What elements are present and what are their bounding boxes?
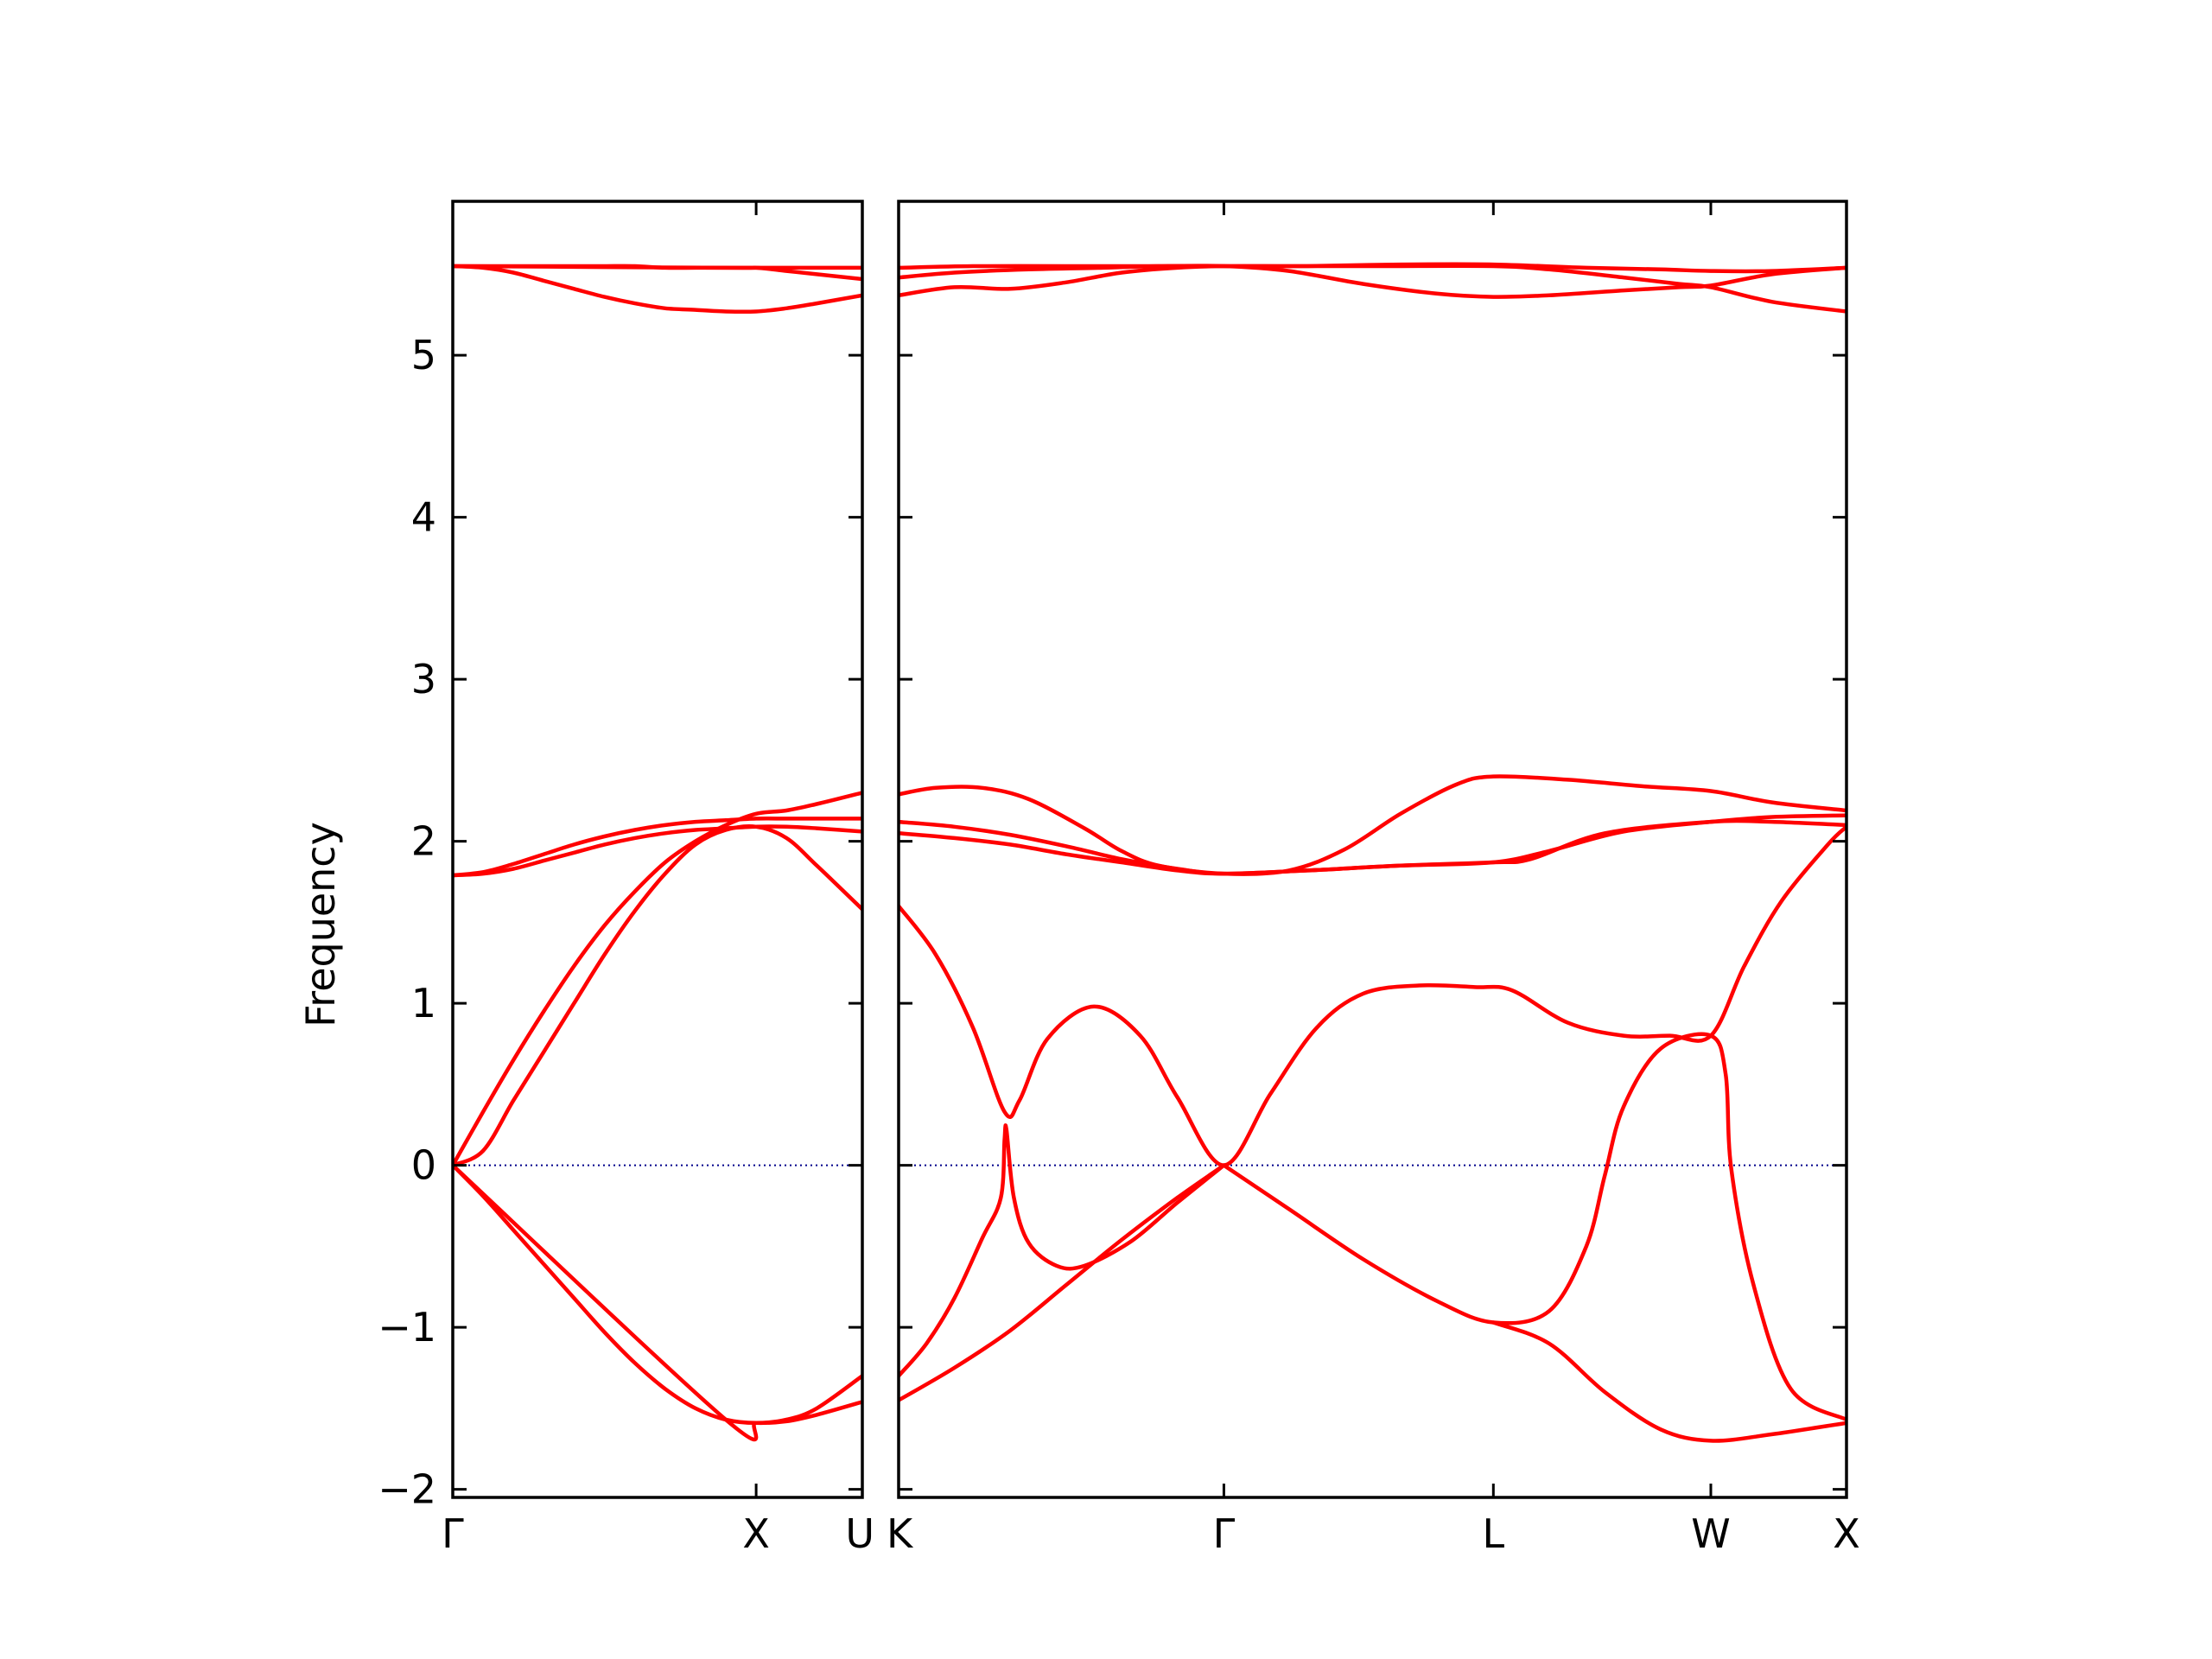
y-tick-label: 4 (411, 494, 436, 541)
band-line (1222, 1032, 1847, 1422)
y-tick-label: 5 (411, 332, 436, 378)
panel-frame (451, 200, 864, 1499)
y-axis-tick-labels: −2 −1 0 1 2 3 4 5 (378, 332, 436, 1513)
band-line (453, 824, 862, 878)
band-line (453, 264, 862, 315)
band-line (1491, 1320, 1847, 1443)
band-line (899, 264, 1847, 314)
y-tick-label: 3 (411, 656, 436, 702)
band-line (899, 818, 1847, 876)
y-tick-label: −1 (378, 1304, 436, 1351)
x-tick-label: Γ (442, 1510, 464, 1557)
x-tick-label: K (887, 1510, 914, 1557)
x-tick-label: L (1482, 1510, 1504, 1557)
band-line (453, 823, 862, 1167)
band-line (899, 1123, 1226, 1378)
band-line (453, 791, 862, 1167)
band-line (899, 824, 1847, 1167)
y-tick-label: 2 (411, 818, 436, 865)
band-lines (899, 262, 1847, 1443)
y-axis-label: Frequency (297, 822, 344, 1027)
y-tick-label: 1 (411, 980, 436, 1027)
x-tick-label: W (1691, 1510, 1730, 1557)
band-line (453, 264, 862, 282)
band-line (453, 1163, 862, 1426)
y-tick-label: 0 (411, 1142, 436, 1189)
band-lines (453, 264, 862, 1442)
band-line (453, 1163, 862, 1442)
band-line (899, 1163, 1226, 1402)
x-tick-label: X (1833, 1510, 1860, 1557)
x-tick-label: U (845, 1510, 874, 1557)
band-line (899, 774, 1847, 876)
band-line (453, 817, 862, 878)
x-tick-label: X (742, 1510, 770, 1557)
panel-frame (897, 200, 1848, 1499)
y-tick-label: −2 (378, 1466, 436, 1513)
x-tick-label: Γ (1213, 1510, 1236, 1557)
